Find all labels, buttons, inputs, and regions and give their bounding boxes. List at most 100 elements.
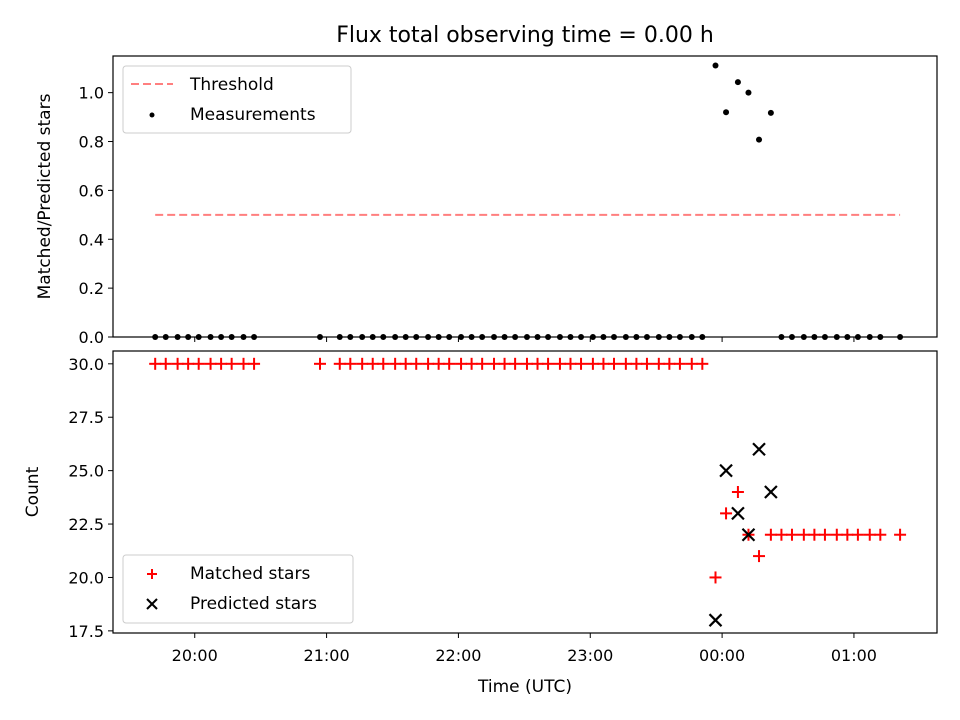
x-axis-label: Time (UTC) — [477, 677, 572, 697]
legend-measurements-label: Measurements — [190, 105, 316, 125]
bottom-y-tick-label: 20.0 — [68, 568, 104, 587]
top-series — [152, 62, 904, 340]
measurement-point — [369, 334, 376, 340]
measurement-point — [844, 334, 851, 340]
top-y-tick-label: 0.6 — [79, 181, 104, 200]
measurement-point — [228, 334, 235, 340]
matched-star-point — [476, 357, 489, 370]
matched-star-point — [225, 357, 238, 370]
predicted-star-point — [719, 463, 733, 478]
measurement-point — [745, 89, 752, 96]
measurement-point — [734, 79, 741, 86]
measurement-point — [821, 334, 828, 340]
matched-star-point — [863, 528, 876, 541]
matched-star-point — [159, 357, 172, 370]
measurement-point — [723, 109, 730, 116]
matched-star-point — [808, 528, 821, 541]
measurement-point — [788, 334, 795, 340]
measurement-point — [347, 334, 354, 340]
measurement-point — [316, 334, 323, 340]
measurement-point — [185, 334, 192, 340]
bottom-x-tick-label: 23:00 — [567, 646, 613, 665]
top-panel: 0.0 0.2 0.4 0.6 0.8 1.0 Matched/Predicted sta… — [35, 55, 938, 347]
matched-star-point — [498, 357, 511, 370]
matched-star-point — [818, 528, 831, 541]
matched-star-point — [377, 357, 390, 370]
top-y-tick-label: 0.0 — [79, 328, 104, 347]
top-y-tick-label: 1.0 — [79, 84, 104, 103]
matched-star-point — [553, 357, 566, 370]
bottom-x-tick-label: 20:00 — [172, 646, 218, 665]
predicted-star-point — [731, 506, 745, 521]
measurement-point — [800, 334, 807, 340]
measurement-point — [523, 334, 530, 340]
predicted-star-point — [752, 442, 766, 457]
bottom-y-tick-label: 17.5 — [68, 622, 104, 641]
matched-star-point — [333, 357, 346, 370]
measurement-point — [446, 334, 453, 340]
measurement-point — [152, 334, 159, 340]
measurement-point — [589, 334, 596, 340]
matched-star-point — [830, 528, 843, 541]
matched-star-point — [894, 528, 907, 541]
matched-star-point — [851, 528, 864, 541]
bottom-y-tick-label: 30.0 — [68, 355, 104, 374]
measurement-point — [688, 334, 695, 340]
matched-star-point — [399, 357, 412, 370]
matched-star-point — [685, 357, 698, 370]
bottom-x-tick-label: 22:00 — [435, 646, 481, 665]
matched-star-point — [575, 357, 588, 370]
measurement-point — [336, 334, 343, 340]
measurement-point — [622, 334, 629, 340]
top-y-tick-label: 0.2 — [79, 279, 104, 298]
matched-star-point — [720, 507, 733, 520]
matched-star-point — [652, 357, 665, 370]
matched-star-point — [520, 357, 533, 370]
measurement-point — [854, 334, 861, 340]
bottom-y-ticks: 17.5 20.0 22.5 25.0 27.5 30.0 — [68, 355, 113, 641]
matched-star-point — [531, 357, 544, 370]
matched-star-point — [607, 357, 620, 370]
measurement-point — [633, 334, 640, 340]
matched-star-point — [841, 528, 854, 541]
top-x-ticks — [194, 337, 855, 342]
measurement-point — [610, 334, 617, 340]
measurement-point — [756, 136, 763, 143]
measurement-point — [877, 334, 884, 340]
chart-title: Flux total observing time = 0.00 h — [336, 23, 714, 48]
legend-matched-label: Matched stars — [190, 564, 310, 584]
matched-star-point — [149, 357, 162, 370]
measurement-point — [712, 62, 719, 69]
matched-star-point — [542, 357, 555, 370]
top-legend-frame — [122, 65, 352, 134]
matched-star-point — [410, 357, 423, 370]
measurement-point — [556, 334, 563, 340]
measurement-point — [699, 334, 706, 340]
matched-star-point — [797, 528, 810, 541]
matched-star-point — [465, 357, 478, 370]
measurement-point — [207, 334, 214, 340]
bottom-axes-frame — [112, 350, 938, 634]
top-y-ticks: 0.0 0.2 0.4 0.6 0.8 1.0 — [79, 84, 113, 347]
bottom-y-axis-label: Count — [23, 466, 43, 517]
legend-matched-swatch — [147, 569, 157, 579]
measurement-point — [567, 334, 574, 340]
matched-star-point — [192, 357, 205, 370]
bottom-x-tick-label: 00:00 — [699, 646, 745, 665]
matched-star-point — [171, 357, 184, 370]
measurement-point — [174, 334, 181, 340]
measurement-point — [392, 334, 399, 340]
matched-star-point — [753, 550, 766, 563]
measurement-point — [655, 334, 662, 340]
top-y-axis-label: Matched/Predicted stars — [35, 93, 55, 299]
matched-star-point — [356, 357, 369, 370]
measurement-point — [676, 334, 683, 340]
matched-star-point — [432, 357, 445, 370]
measurement-point — [380, 334, 387, 340]
legend-measurements-swatch — [149, 112, 155, 118]
measurement-point — [866, 334, 873, 340]
bottom-y-tick-label: 27.5 — [68, 408, 104, 427]
matched-star-point — [389, 357, 402, 370]
measurement-point — [545, 334, 552, 340]
